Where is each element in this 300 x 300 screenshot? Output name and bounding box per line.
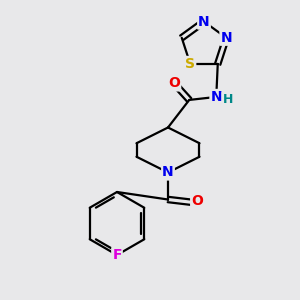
Text: O: O (168, 76, 180, 90)
Text: H: H (223, 93, 233, 106)
Text: N: N (210, 90, 222, 104)
Text: N: N (198, 15, 210, 28)
Text: F: F (112, 248, 122, 262)
Text: N: N (220, 31, 232, 45)
Text: O: O (191, 194, 203, 208)
Text: N: N (162, 166, 174, 179)
Text: S: S (185, 57, 195, 71)
